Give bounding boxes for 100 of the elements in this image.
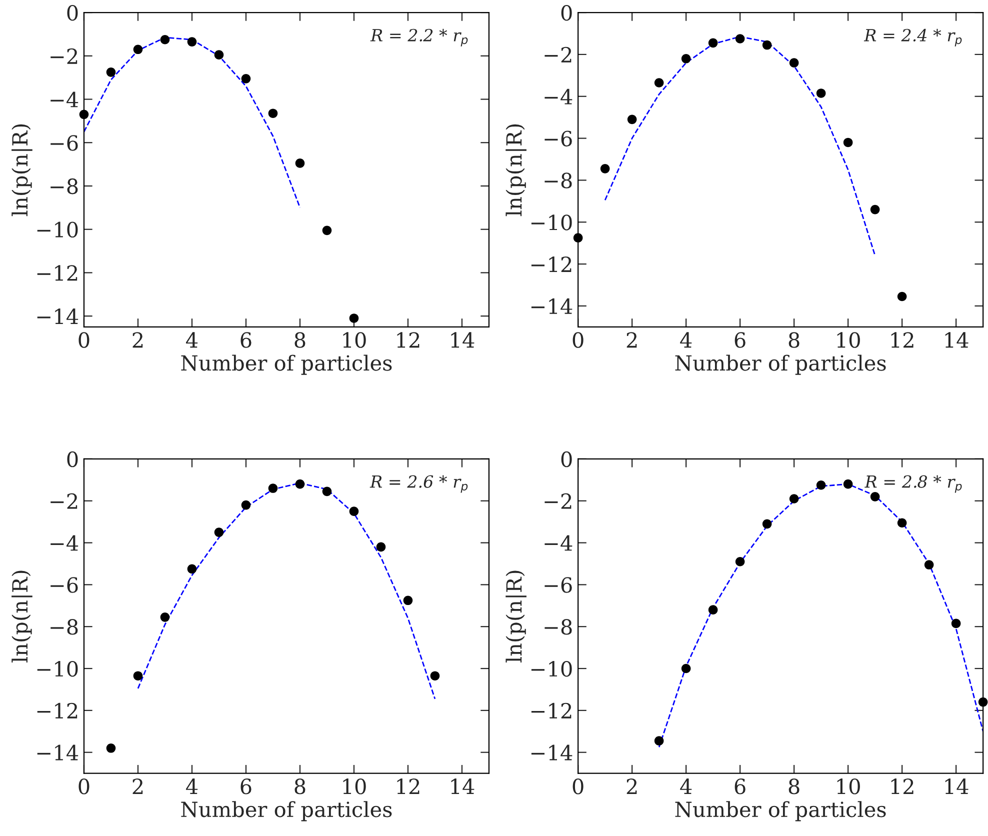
y-tick-label: −10 (531, 660, 572, 677)
annotation: R = 2.8 * r$_{p}$ (864, 475, 962, 493)
x-tick-label: 2 (132, 332, 143, 348)
x-tick-label: 6 (734, 332, 746, 348)
y-tick-label: −12 (37, 702, 78, 718)
annotation: R = 2.6 * r$_{p}$ (370, 475, 468, 493)
x-tick-label: 0 (572, 332, 584, 348)
y-tick-label: −6 (50, 577, 78, 593)
y-tick-label: −8 (50, 178, 78, 194)
x-tick-label: 14 (451, 778, 474, 794)
x-tick-label: 6 (734, 778, 746, 794)
x-tick-label: 0 (78, 778, 90, 794)
x-tick-label: 12 (891, 332, 914, 348)
x-tick-label: 4 (680, 332, 692, 348)
y-tick-label: 0 (67, 4, 78, 21)
point (735, 556, 745, 566)
y-tick-label: −14 (531, 744, 572, 760)
point (708, 605, 718, 614)
x-tick-label: 12 (397, 778, 420, 794)
point (106, 743, 116, 753)
y-axis-title: ln(p(n|R) (12, 570, 32, 662)
point (268, 484, 278, 493)
y-tick-label: −12 (531, 256, 572, 272)
x-axis-title: Number of particles (675, 354, 886, 375)
x-tick-label: 8 (788, 332, 800, 348)
point (295, 158, 305, 168)
y-tick-label: −2 (50, 493, 78, 509)
point (187, 564, 197, 574)
point (708, 38, 718, 48)
y-tick-label: −2 (544, 493, 572, 509)
y-axis-title: ln(p(n|R) (506, 570, 526, 662)
point (322, 486, 332, 496)
y-tick-label: −14 (531, 298, 572, 314)
y-tick-label: −2 (544, 46, 572, 62)
point (762, 40, 772, 50)
x-tick-label: 8 (294, 332, 306, 348)
x-tick-label: 12 (397, 332, 420, 348)
point (322, 226, 332, 236)
x-axis-title: Number of particles (675, 801, 886, 822)
point (241, 500, 251, 510)
point (295, 479, 305, 489)
point (951, 618, 961, 628)
point (789, 494, 799, 504)
point (816, 480, 826, 490)
annotation: R = 2.4 * r$_{p}$ (864, 28, 962, 46)
point (133, 44, 143, 54)
point (627, 114, 637, 124)
point (843, 138, 853, 148)
point (870, 204, 880, 214)
point (789, 58, 799, 68)
y-tick-label: −12 (531, 702, 572, 718)
point (349, 506, 359, 516)
x-tick-label: 2 (132, 778, 143, 794)
point (430, 671, 440, 681)
x-tick-label: 12 (891, 778, 914, 794)
y-tick-label: −10 (37, 660, 78, 677)
x-tick-label: 14 (945, 332, 968, 348)
point (654, 78, 664, 88)
x-tick-label: 0 (572, 778, 584, 794)
x-tick-label: 2 (626, 778, 637, 794)
x-tick-label: 14 (945, 778, 968, 794)
x-tick-label: 6 (240, 778, 252, 794)
y-tick-label: −4 (50, 535, 78, 551)
x-tick-label: 4 (186, 778, 198, 794)
point (187, 37, 197, 46)
point (106, 68, 116, 77)
y-tick-label: −10 (37, 222, 78, 238)
y-tick-label: −10 (531, 214, 572, 230)
y-axis-title: ln(p(n|R) (12, 124, 32, 216)
x-tick-label: 4 (680, 778, 692, 794)
x-tick-label: 8 (788, 778, 800, 794)
x-tick-label: 6 (240, 332, 252, 348)
point (79, 110, 89, 120)
x-tick-label: 0 (78, 332, 90, 348)
point (681, 54, 691, 64)
y-tick-label: −12 (37, 265, 78, 281)
y-tick-label: −8 (544, 619, 572, 635)
point (214, 528, 224, 537)
y-axis-title: ln(p(n|R) (506, 124, 526, 216)
y-tick-label: −8 (50, 619, 78, 635)
point (241, 74, 251, 84)
y-tick-label: −2 (50, 48, 78, 64)
x-tick-label: 10 (837, 332, 860, 348)
y-tick-label: −6 (544, 577, 572, 593)
point (924, 560, 934, 570)
point (376, 542, 386, 552)
y-tick-label: −4 (544, 535, 572, 551)
x-tick-label: 10 (343, 332, 366, 348)
point (843, 479, 853, 489)
y-tick-label: 0 (561, 451, 572, 468)
point (133, 671, 143, 681)
point (160, 612, 170, 622)
point (762, 519, 772, 529)
y-tick-label: −8 (544, 172, 572, 188)
x-tick-label: 10 (837, 778, 860, 794)
annotation: R = 2.2 * r$_{p}$ (370, 28, 468, 46)
line-series (84, 36, 301, 208)
y-tick-label: −6 (544, 130, 572, 146)
y-tick-label: −4 (544, 88, 572, 104)
x-axis-title: Number of particles (181, 801, 392, 822)
